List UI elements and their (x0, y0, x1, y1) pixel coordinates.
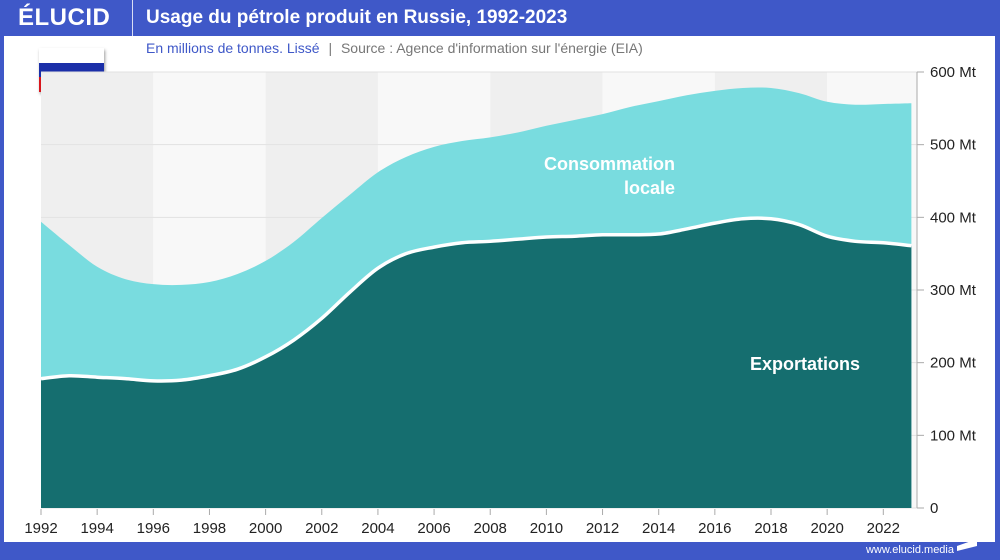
x-tick-label: 2020 (810, 520, 843, 537)
x-tick-label: 1998 (193, 520, 226, 537)
elucid-logo: ÉLUCID (18, 4, 111, 31)
source-note: Source : Agence d'information sur l'éner… (340, 40, 643, 56)
x-tick-label: 2018 (754, 520, 787, 537)
x-tick-label: 1992 (24, 520, 57, 537)
footer-url[interactable]: www.elucid.media (865, 544, 954, 556)
x-tick-label: 2004 (361, 520, 394, 537)
footer-bar: www.elucid.media (0, 539, 1000, 560)
y-tick-label: 200 Mt (930, 355, 977, 372)
x-tick-label: 2002 (305, 520, 338, 537)
x-tick-label: 1996 (137, 520, 170, 537)
unit-note: En millions de tonnes. Lissé (146, 40, 320, 56)
exports-boundary-line (40, 216, 912, 383)
x-tick-label: 2022 (867, 520, 900, 537)
x-tick-label: 2008 (474, 520, 507, 537)
x-tick-label: 2006 (417, 520, 450, 537)
consumption-label-line2: locale (624, 178, 675, 198)
chart-title: Usage du pétrole produit en Russie, 1992… (146, 7, 568, 28)
exports-label: Exportations (750, 354, 860, 374)
y-tick-label: 100 Mt (930, 427, 977, 444)
subtitle-separator: | (328, 40, 333, 56)
x-tick-label: 1994 (80, 520, 113, 537)
y-tick-label: 400 Mt (930, 209, 977, 226)
consumption-label-line1: Consommation (544, 154, 675, 174)
y-tick-label: 300 Mt (930, 282, 977, 299)
x-tick-label: 2014 (642, 520, 675, 537)
x-tick-label: 2010 (530, 520, 563, 537)
x-tick-label: 2016 (698, 520, 731, 537)
x-tick-label: 2000 (249, 520, 282, 537)
header-bar: ÉLUCID Usage du pétrole produit en Russi… (0, 0, 1000, 36)
header-divider (132, 0, 133, 36)
y-tick-label: 500 Mt (930, 137, 977, 154)
elucid-flag-icon (957, 539, 977, 551)
y-tick-label: 0 (930, 500, 938, 517)
exports-area (41, 218, 912, 508)
y-tick-label: 600 Mt (930, 64, 977, 81)
x-tick-label: 2012 (586, 520, 619, 537)
flag-stripe-white (39, 48, 104, 63)
subtitle: En millions de tonnes. Lissé | Source : … (146, 40, 643, 56)
